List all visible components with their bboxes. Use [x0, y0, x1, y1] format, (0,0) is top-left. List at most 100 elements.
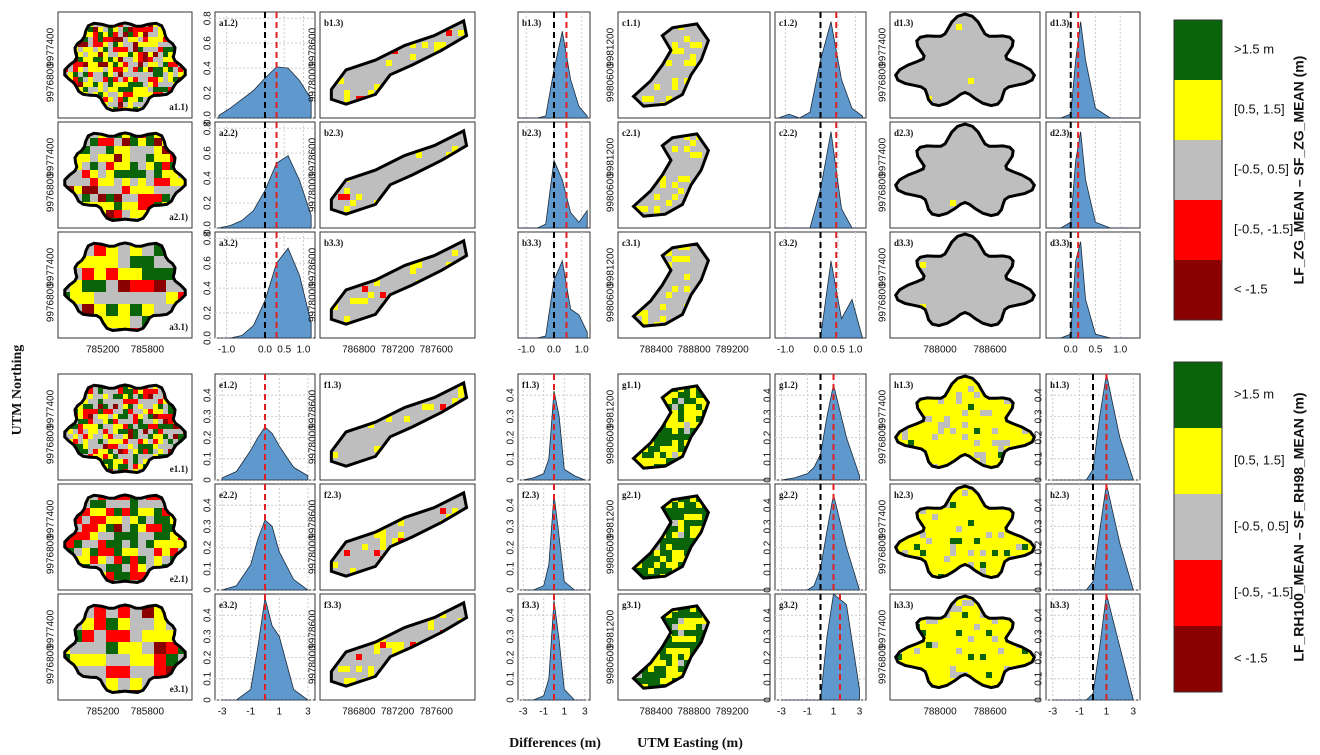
- map-cell: [114, 170, 122, 178]
- map-cell: [986, 206, 992, 212]
- map-cell: [992, 182, 998, 188]
- map-cell: [154, 268, 166, 280]
- map-cell: [123, 67, 128, 72]
- map-cell: [458, 30, 464, 36]
- map-cell: [128, 57, 133, 62]
- map-cell: [950, 78, 956, 84]
- map-cell: [133, 67, 138, 72]
- map-cell: [113, 92, 118, 97]
- map-cell: [163, 47, 168, 52]
- map-cell: [992, 72, 998, 78]
- map-cell: [398, 54, 404, 60]
- panel-label: c2.2): [779, 128, 797, 138]
- map-cell: [998, 188, 1004, 194]
- map-cell: [380, 176, 386, 182]
- map-cell: [696, 268, 702, 274]
- map-cell: [926, 188, 932, 194]
- map-cell: [998, 152, 1004, 158]
- map-cell: [992, 60, 998, 66]
- map-cell: [130, 268, 142, 280]
- map-cell: [980, 90, 986, 96]
- map-cell: [648, 304, 654, 310]
- map-cell: [968, 30, 974, 36]
- map-cell: [133, 57, 138, 62]
- map-cell: [344, 304, 350, 310]
- map-cell: [118, 62, 123, 67]
- map-cell: [153, 77, 158, 82]
- map-cell: [98, 77, 103, 82]
- map-cell: [998, 78, 1004, 84]
- map-cell: [908, 66, 914, 72]
- map-cell: [133, 62, 138, 67]
- map-cell: [672, 200, 678, 206]
- map-cell: [368, 194, 374, 200]
- map-cell: [678, 30, 684, 36]
- map-cell: [93, 77, 98, 82]
- map-cell: [103, 72, 108, 77]
- map-cell: [148, 52, 153, 57]
- map-cell: [434, 152, 440, 158]
- map-cell: [118, 82, 123, 87]
- map-cell: [108, 97, 113, 102]
- map-cell: [128, 42, 133, 47]
- map-cell: [143, 57, 148, 62]
- map-cell: [956, 182, 962, 188]
- map-cell: [113, 27, 118, 32]
- map-cell: [94, 280, 106, 292]
- map-cell: [678, 188, 684, 194]
- y-tick-label: 9976800: [878, 63, 889, 102]
- map-cell: [458, 250, 464, 256]
- map-cell: [142, 292, 154, 304]
- map-cell: [362, 72, 368, 78]
- map-cell: [113, 67, 118, 72]
- map-cell: [962, 244, 968, 250]
- map-cell: [690, 30, 696, 36]
- map-cell: [938, 158, 944, 164]
- map-cell: [932, 66, 938, 72]
- map-cell: [118, 256, 130, 268]
- map-cell: [962, 48, 968, 54]
- map-cell: [666, 60, 672, 66]
- map-cell: [380, 60, 386, 66]
- map-cell: [1004, 72, 1010, 78]
- map-cell: [932, 200, 938, 206]
- map-cell: [386, 60, 392, 66]
- map-cell: [962, 36, 968, 42]
- map-cell: [962, 128, 968, 134]
- map-cell: [690, 152, 696, 158]
- map-cell: [962, 18, 968, 24]
- map-cell: [108, 52, 113, 57]
- map-cell: [944, 194, 950, 200]
- map-cell: [93, 47, 98, 52]
- map-cell: [118, 42, 123, 47]
- map-cell: [944, 36, 950, 42]
- map-cell: [968, 250, 974, 256]
- map-cell: [170, 178, 178, 186]
- map-cell: [392, 164, 398, 170]
- map-cell: [114, 202, 122, 210]
- map-cell: [93, 37, 98, 42]
- map-cell: [154, 146, 162, 154]
- map-cell: [998, 182, 1004, 188]
- map-cell: [666, 72, 672, 78]
- map-cell: [154, 178, 162, 186]
- map-cell: [356, 188, 362, 194]
- map-cell: [944, 48, 950, 54]
- map-cell: [356, 194, 362, 200]
- map-cell: [162, 178, 170, 186]
- x-tick-label: 788400: [639, 345, 673, 356]
- panel-label: c2.1): [622, 128, 640, 138]
- map-cell: [660, 194, 666, 200]
- map-cell: [154, 138, 162, 146]
- map-cell: [666, 200, 672, 206]
- map-cell: [173, 67, 178, 72]
- map-cell: [980, 176, 986, 182]
- map-cell: [380, 182, 386, 188]
- panel-label: a2.1): [169, 212, 188, 222]
- map-cell: [98, 52, 103, 57]
- map-cell: [93, 32, 98, 37]
- map-cell: [128, 92, 133, 97]
- map-cell: [938, 152, 944, 158]
- map-cell: [938, 96, 944, 102]
- map-cell: [672, 84, 678, 90]
